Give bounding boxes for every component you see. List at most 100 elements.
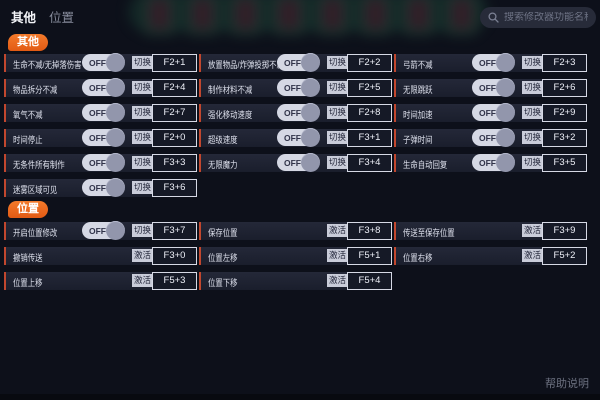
toggle-state-label: OFF bbox=[479, 108, 496, 118]
toggle-knob[interactable] bbox=[301, 78, 320, 97]
toggle-knob[interactable] bbox=[301, 53, 320, 72]
tab-position[interactable]: 位置 bbox=[49, 11, 75, 25]
hotkey-box[interactable]: F3+2 bbox=[542, 129, 587, 147]
hotkey-box[interactable]: F5+2 bbox=[542, 247, 587, 265]
cheat-label: 迷雾区域可见 bbox=[13, 185, 58, 195]
search-box[interactable] bbox=[480, 7, 596, 28]
hotkey-box[interactable]: F3+9 bbox=[542, 222, 587, 240]
hotkey-box[interactable]: F3+5 bbox=[542, 154, 587, 172]
cheat-label: 位置下移 bbox=[208, 278, 238, 288]
hotkey-box[interactable]: F2+5 bbox=[347, 79, 392, 97]
toggle-off-switch[interactable]: OFF bbox=[277, 103, 320, 122]
cheat-label: 时间停止 bbox=[13, 135, 43, 145]
toggle-off-switch[interactable]: OFF bbox=[82, 128, 125, 147]
toggle-off-switch[interactable]: OFF bbox=[277, 128, 320, 147]
hotkey-box[interactable]: F3+4 bbox=[347, 154, 392, 172]
toggle-off-switch[interactable]: OFF bbox=[82, 53, 125, 72]
hotkey-mode-tag: 切换 bbox=[132, 181, 154, 194]
toggle-knob[interactable] bbox=[496, 53, 515, 72]
toggle-off-switch[interactable]: OFF bbox=[472, 103, 515, 122]
toggle-off-switch[interactable]: OFF bbox=[277, 153, 320, 172]
toggle-knob[interactable] bbox=[106, 103, 125, 122]
cheat-row: 迷雾区域可见 OFF 切换 F3+6 bbox=[4, 178, 197, 197]
hotkey-box[interactable]: F2+6 bbox=[542, 79, 587, 97]
cheat-label: 位置左移 bbox=[208, 253, 238, 263]
toggle-knob[interactable] bbox=[301, 153, 320, 172]
toggle-knob[interactable] bbox=[301, 128, 320, 147]
hotkey-box[interactable]: F3+8 bbox=[347, 222, 392, 240]
toggle-knob[interactable] bbox=[106, 78, 125, 97]
hotkey-box[interactable]: F2+9 bbox=[542, 104, 587, 122]
search-icon bbox=[488, 12, 499, 23]
cheat-column: 弓箭不减 OFF 切换 F2+3 无限跳跃 OFF 切换 F2+6 时间加速 OFF 切换 F2+9 子… bbox=[394, 53, 587, 197]
toggle-off-switch[interactable]: OFF bbox=[472, 153, 515, 172]
cheat-row: 生命自动回复 OFF 切换 F3+5 bbox=[394, 153, 587, 172]
tab-other[interactable]: 其他 bbox=[11, 11, 37, 25]
toggle-state-label: OFF bbox=[479, 133, 496, 143]
hotkey-box[interactable]: F2+8 bbox=[347, 104, 392, 122]
toggle-state-label: OFF bbox=[89, 58, 106, 68]
hotkey-mode-tag: 切换 bbox=[327, 56, 349, 69]
section-position-grid: 开启位置修改 OFF 切换 F3+7 撤销传送 激活 F3+0 位置上移 激活 F5+3 保存位置激… bbox=[4, 221, 587, 290]
hotkey-box[interactable]: F5+3 bbox=[152, 272, 197, 290]
search-input[interactable] bbox=[504, 12, 588, 23]
hotkey-mode-tag: 切换 bbox=[522, 106, 544, 119]
hotkey-mode-tag: 切换 bbox=[522, 56, 544, 69]
cheat-row: 放置物品/炸弹投掷不减 OFF 切换 F2+2 bbox=[199, 53, 392, 72]
hotkey-box[interactable]: F3+7 bbox=[152, 222, 197, 240]
toggle-knob[interactable] bbox=[301, 103, 320, 122]
toggle-knob[interactable] bbox=[496, 78, 515, 97]
cheat-row: 时间加速 OFF 切换 F2+9 bbox=[394, 103, 587, 122]
cheat-row: 子弹时间 OFF 切换 F3+2 bbox=[394, 128, 587, 147]
hotkey-box[interactable]: F2+2 bbox=[347, 54, 392, 72]
toggle-off-switch[interactable]: OFF bbox=[277, 53, 320, 72]
cheat-row: 位置左移 激活 F5+1 bbox=[199, 247, 392, 265]
hotkey-mode-tag: 切换 bbox=[132, 156, 154, 169]
toggle-off-switch[interactable]: OFF bbox=[82, 78, 125, 97]
toggle-off-switch[interactable]: OFF bbox=[82, 221, 125, 240]
hotkey-mode-tag: 切换 bbox=[327, 156, 349, 169]
hotkey-box[interactable]: F5+4 bbox=[347, 272, 392, 290]
cheat-row: 生命不减/无掉落伤害 OFF 切换 F2+1 bbox=[4, 53, 197, 72]
cheat-row: 开启位置修改 OFF 切换 F3+7 bbox=[4, 221, 197, 240]
hotkey-box[interactable]: F2+4 bbox=[152, 79, 197, 97]
toggle-off-switch[interactable]: OFF bbox=[82, 178, 125, 197]
cheat-row: 时间停止 OFF 切换 F2+0 bbox=[4, 128, 197, 147]
toggle-knob[interactable] bbox=[496, 128, 515, 147]
hotkey-mode-tag: 切换 bbox=[132, 106, 154, 119]
toggle-off-switch[interactable]: OFF bbox=[472, 78, 515, 97]
toggle-off-switch[interactable]: OFF bbox=[472, 53, 515, 72]
hotkey-box[interactable]: F2+0 bbox=[152, 129, 197, 147]
toggle-off-switch[interactable]: OFF bbox=[472, 128, 515, 147]
toggle-knob[interactable] bbox=[106, 128, 125, 147]
help-link[interactable]: 帮助说明 bbox=[545, 378, 589, 390]
toggle-knob[interactable] bbox=[106, 53, 125, 72]
hotkey-box[interactable]: F2+7 bbox=[152, 104, 197, 122]
toggle-off-switch[interactable]: OFF bbox=[277, 78, 320, 97]
section-badge-position: 位置 bbox=[8, 201, 48, 218]
cheat-label: 位置右移 bbox=[403, 253, 433, 263]
toggle-off-switch[interactable]: OFF bbox=[82, 153, 125, 172]
hotkey-mode-tag: 切换 bbox=[327, 131, 349, 144]
toggle-knob[interactable] bbox=[496, 153, 515, 172]
hotkey-box[interactable]: F2+1 bbox=[152, 54, 197, 72]
toggle-knob[interactable] bbox=[106, 221, 125, 240]
toggle-off-switch[interactable]: OFF bbox=[82, 103, 125, 122]
hotkey-box[interactable]: F5+1 bbox=[347, 247, 392, 265]
cheat-row: 氧气不减 OFF 切换 F2+7 bbox=[4, 103, 197, 122]
hotkey-mode-tag: 激活 bbox=[522, 224, 544, 237]
hotkey-mode-tag: 切换 bbox=[132, 131, 154, 144]
hotkey-box[interactable]: F3+3 bbox=[152, 154, 197, 172]
toggle-knob[interactable] bbox=[106, 153, 125, 172]
cheat-row: 超级速度 OFF 切换 F3+1 bbox=[199, 128, 392, 147]
toggle-knob[interactable] bbox=[106, 178, 125, 197]
toggle-knob[interactable] bbox=[496, 103, 515, 122]
hotkey-box[interactable]: F3+6 bbox=[152, 179, 197, 197]
cheat-label: 无条件所有制作 bbox=[13, 160, 65, 170]
hotkey-box[interactable]: F2+3 bbox=[542, 54, 587, 72]
cheat-row: 位置下移 激活 F5+4 bbox=[199, 272, 392, 290]
hotkey-box[interactable]: F3+0 bbox=[152, 247, 197, 265]
hotkey-mode-tag: 切换 bbox=[132, 224, 154, 237]
cheat-label: 制作材料不减 bbox=[208, 85, 253, 95]
hotkey-box[interactable]: F3+1 bbox=[347, 129, 392, 147]
